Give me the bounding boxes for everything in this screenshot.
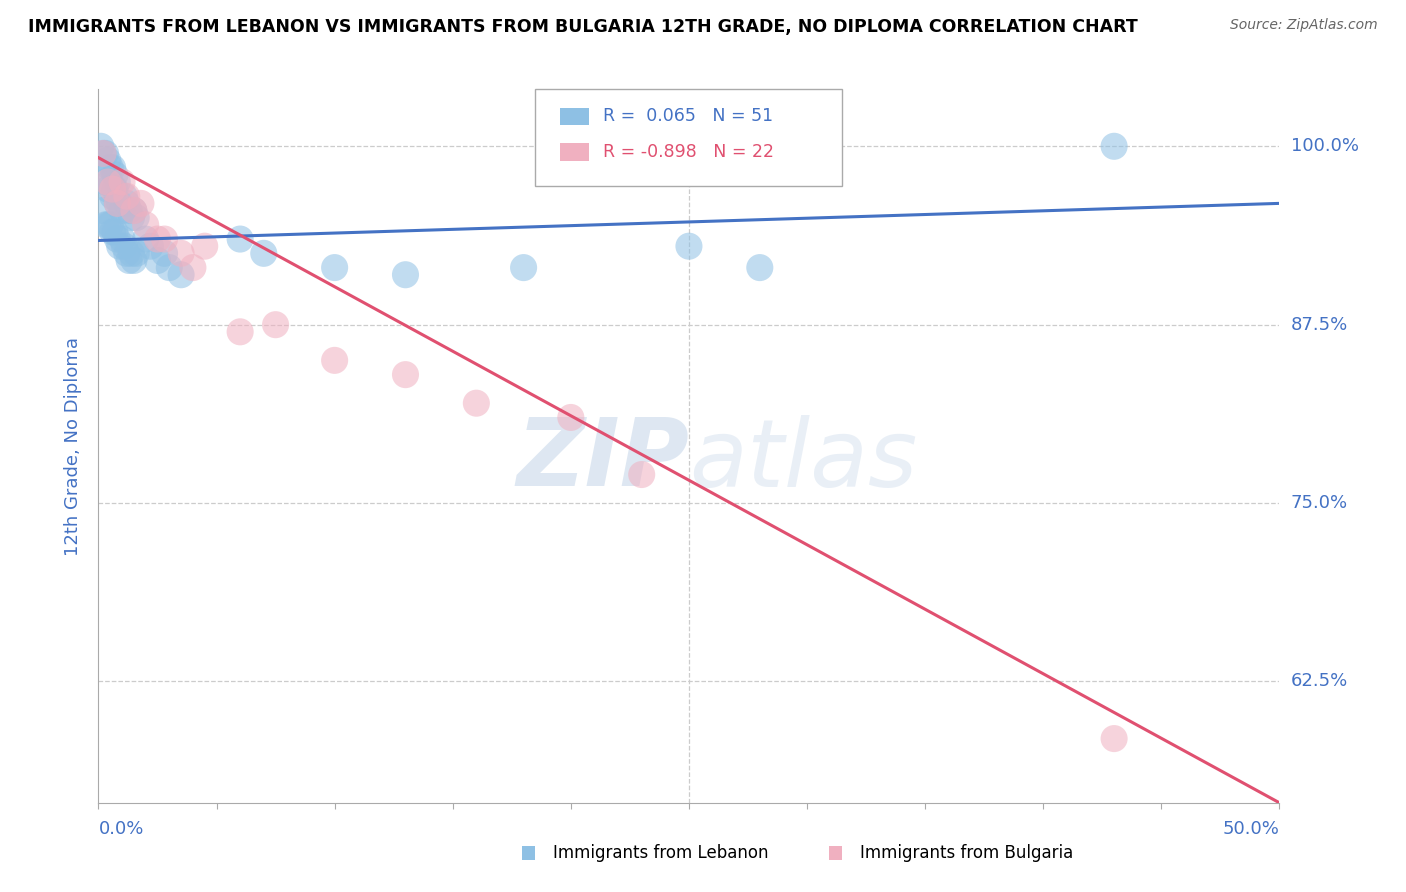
Text: 0.0%: 0.0% (98, 820, 143, 838)
Point (323, 260, 346, 275)
Point (560, 410, 582, 425)
Point (153, 246, 176, 260)
Point (105, 175, 128, 189)
Point (115, 196, 138, 211)
Point (157, 260, 180, 275)
Point (170, 246, 193, 260)
Point (94, 175, 117, 189)
Point (104, 182, 127, 196)
Point (91, 146, 114, 161)
Text: 50.0%: 50.0% (1223, 820, 1279, 838)
Point (125, 211, 148, 225)
Point (101, 161, 124, 175)
Point (101, 225, 124, 239)
Point (194, 239, 217, 253)
FancyBboxPatch shape (560, 108, 589, 125)
Point (135, 232, 157, 246)
Point (146, 253, 169, 268)
Point (139, 239, 162, 253)
Text: ZIP: ZIP (516, 414, 689, 507)
Point (91, 146, 114, 161)
Point (98, 218, 121, 232)
Point (112, 189, 135, 203)
Y-axis label: 12th Grade, No Diploma: 12th Grade, No Diploma (65, 336, 83, 556)
Point (108, 239, 131, 253)
Point (229, 232, 252, 246)
Point (97, 182, 120, 196)
Point (122, 253, 145, 268)
Text: R =  0.065   N = 51: R = 0.065 N = 51 (603, 107, 773, 125)
Point (394, 268, 416, 282)
Point (170, 268, 193, 282)
Point (394, 368, 416, 382)
Point (678, 239, 700, 253)
Point (101, 182, 124, 196)
Point (90, 139, 112, 153)
Point (229, 325, 252, 339)
Point (630, 467, 652, 482)
FancyBboxPatch shape (560, 144, 589, 161)
FancyBboxPatch shape (536, 89, 842, 186)
FancyBboxPatch shape (830, 846, 842, 860)
Text: 100.0%: 100.0% (1291, 137, 1358, 155)
Point (122, 203, 145, 218)
Point (264, 318, 287, 332)
Point (115, 189, 138, 203)
Text: Source: ZipAtlas.com: Source: ZipAtlas.com (1230, 18, 1378, 32)
Point (98, 175, 121, 189)
Point (129, 196, 152, 211)
Point (97, 175, 120, 189)
Point (146, 232, 169, 246)
Point (105, 196, 128, 211)
Point (125, 246, 148, 260)
Point (108, 196, 131, 211)
Point (94, 218, 117, 232)
Point (104, 168, 127, 182)
Point (181, 260, 204, 275)
Point (94, 146, 117, 161)
Point (111, 232, 134, 246)
Point (115, 246, 138, 260)
Text: IMMIGRANTS FROM LEBANON VS IMMIGRANTS FROM BULGARIA 12TH GRADE, NO DIPLOMA CORRE: IMMIGRANTS FROM LEBANON VS IMMIGRANTS FR… (28, 18, 1137, 36)
Point (253, 246, 276, 260)
Point (98, 161, 121, 175)
Point (323, 353, 346, 368)
Point (118, 203, 141, 218)
Point (135, 218, 157, 232)
Point (111, 203, 134, 218)
FancyBboxPatch shape (523, 846, 536, 860)
Point (153, 232, 176, 246)
Text: Immigrants from Bulgaria: Immigrants from Bulgaria (860, 844, 1073, 862)
Text: Immigrants from Lebanon: Immigrants from Lebanon (553, 844, 769, 862)
Point (1102, 139, 1125, 153)
Text: atlas: atlas (689, 415, 917, 506)
Point (105, 232, 128, 246)
Point (748, 260, 770, 275)
Point (465, 396, 488, 410)
Point (121, 211, 143, 225)
Point (112, 239, 135, 253)
Point (97, 153, 120, 168)
Point (1102, 731, 1125, 746)
Text: 87.5%: 87.5% (1291, 316, 1348, 334)
Text: R = -0.898   N = 22: R = -0.898 N = 22 (603, 143, 773, 161)
Point (122, 203, 145, 218)
Point (97, 218, 120, 232)
Text: 75.0%: 75.0% (1291, 494, 1348, 512)
Point (121, 246, 143, 260)
Point (91, 203, 114, 218)
Point (118, 253, 141, 268)
Point (512, 260, 534, 275)
Point (105, 196, 128, 211)
Text: 62.5%: 62.5% (1291, 673, 1348, 690)
Point (111, 175, 134, 189)
Point (101, 189, 124, 203)
Point (104, 225, 127, 239)
